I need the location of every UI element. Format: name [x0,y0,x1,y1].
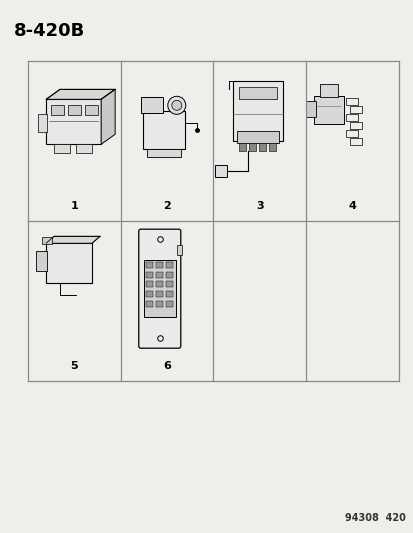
Bar [349,122,361,130]
Polygon shape [101,90,115,144]
Bar [145,301,152,306]
Bar [259,143,266,151]
Text: 6: 6 [163,361,171,371]
Bar [249,143,256,151]
Bar [349,106,361,114]
Bar [143,260,176,318]
Bar [165,262,172,268]
Bar [345,114,357,122]
Bar [46,99,101,144]
Bar [165,272,172,278]
Bar [165,301,172,306]
Bar [345,130,357,138]
Bar [155,272,162,278]
Text: 1: 1 [71,201,78,211]
Text: 94308  420: 94308 420 [344,513,405,523]
Bar [176,245,181,255]
Bar [145,281,152,287]
Bar [145,291,152,297]
Circle shape [167,96,185,114]
Text: 2: 2 [163,201,171,211]
Polygon shape [46,236,100,243]
Bar [145,262,152,268]
Bar [349,138,361,146]
Bar [269,143,276,151]
Text: 8-420B: 8-420B [14,22,85,40]
FancyBboxPatch shape [138,229,180,348]
Bar [38,114,47,132]
Bar [46,243,92,283]
Bar [85,106,98,115]
Circle shape [171,100,181,110]
Bar [215,165,227,177]
Bar [140,98,162,114]
Bar [68,106,81,115]
Bar [319,84,337,98]
Bar [237,131,279,143]
Bar [233,82,283,141]
Bar [54,144,70,154]
Bar [155,281,162,287]
Bar [142,111,184,149]
Bar [305,101,315,117]
Bar [42,237,52,244]
Bar [165,281,172,287]
Bar [51,106,64,115]
Bar [36,251,47,271]
Bar [76,144,92,154]
Text: 3: 3 [255,201,263,211]
Bar [345,98,357,106]
Text: 4: 4 [348,201,356,211]
Bar [239,87,277,99]
Text: 5: 5 [71,361,78,371]
Bar [147,149,180,157]
Bar [155,301,162,306]
Bar [313,96,343,124]
Bar [145,272,152,278]
Polygon shape [46,90,115,99]
Bar [155,291,162,297]
Bar [165,291,172,297]
Bar [239,143,246,151]
Bar [155,262,162,268]
